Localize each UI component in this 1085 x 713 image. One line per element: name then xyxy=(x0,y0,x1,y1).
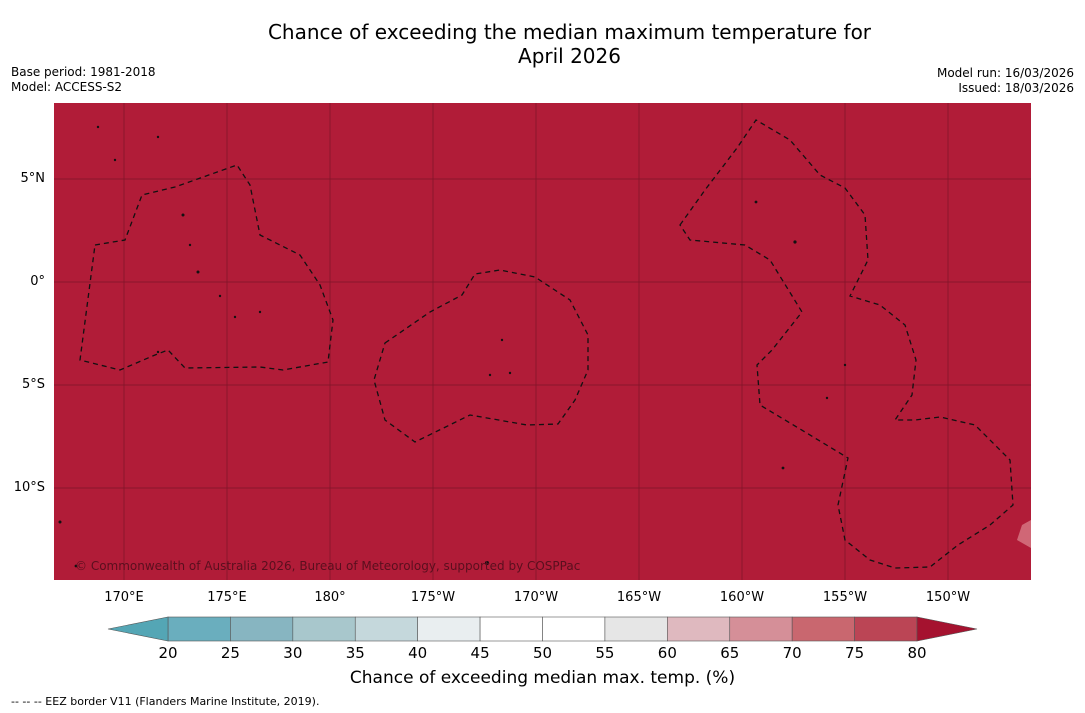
eez-borders xyxy=(79,119,1014,569)
colorbar-segment xyxy=(791,616,855,642)
lon-label-165w: 165°W xyxy=(616,590,662,605)
colorbar-tick-label: 45 xyxy=(470,644,490,662)
lat-label-0: 0° xyxy=(30,274,45,289)
eez-border-kiribati-gilbert xyxy=(79,164,334,371)
colorbar-tick-label: 50 xyxy=(532,644,553,662)
lon-label-175w: 175°W xyxy=(410,590,456,605)
colorbar-tick-label: 30 xyxy=(283,644,303,662)
colorbar-segment xyxy=(854,616,918,642)
colorbar-segment xyxy=(417,616,481,642)
lon-label-155w: 155°W xyxy=(822,590,868,605)
colorbar-tick-label: 60 xyxy=(657,644,677,662)
colorbar-tick-label: 35 xyxy=(345,644,365,662)
graticule xyxy=(54,103,1031,580)
colorbar-label: Chance of exceeding median max. temp. (%… xyxy=(349,668,736,688)
lon-label-160w: 160°W xyxy=(719,590,765,605)
islands xyxy=(58,125,847,568)
colorbar-segment xyxy=(292,616,356,642)
lon-label-180: 180° xyxy=(314,590,346,605)
colorbar-segment xyxy=(230,616,294,642)
colorbar-tick-label: 80 xyxy=(907,644,927,662)
map-area xyxy=(54,103,1031,580)
colorbar-tick-label: 20 xyxy=(158,644,178,662)
issued-date: Issued: 18/03/2026 xyxy=(958,81,1074,95)
colorbar-tick-label: 75 xyxy=(845,644,865,662)
colorbar-segment xyxy=(542,616,606,642)
colorbar-over-arrow xyxy=(916,616,978,642)
colorbar-segment xyxy=(479,616,543,642)
lon-label-170w: 170°W xyxy=(513,590,559,605)
colorbar-segment xyxy=(354,616,418,642)
colorbar xyxy=(107,616,978,642)
lon-label-150w: 150°W xyxy=(925,590,971,605)
lon-label-170e: 170°E xyxy=(104,590,144,605)
chart-title: Chance of exceeding the median maximum t… xyxy=(0,20,1085,68)
model-run: Model run: 16/03/2026 xyxy=(936,66,1074,80)
colorbar-tick-label: 25 xyxy=(220,644,240,662)
base-period: Base period: 1981-2018 xyxy=(11,65,156,79)
eez-legend-note: -- -- -- EEZ border V11 (Flanders Marine… xyxy=(11,695,320,708)
metadata-right: Model run: 16/03/2026 Issued: 18/03/2026 xyxy=(937,66,1074,96)
lat-label-10s: 10°S xyxy=(13,480,45,495)
colorbar-segment xyxy=(167,616,231,642)
cooler-patch xyxy=(1017,520,1031,548)
lon-label-175e: 175°E xyxy=(207,590,247,605)
colorbar-tick-label: 70 xyxy=(782,644,802,662)
colorbar-tick-label: 40 xyxy=(408,644,428,662)
colorbar-tick-label: 65 xyxy=(720,644,740,662)
lat-label-5s: 5°S xyxy=(21,377,45,392)
lat-label-5n: 5°N xyxy=(20,171,46,186)
model-name: Model: ACCESS-S2 xyxy=(11,80,123,94)
eez-border-kiribati-line xyxy=(679,119,1014,569)
colorbar-segment xyxy=(604,616,668,642)
copyright-text: © Commonwealth of Australia 2026, Bureau… xyxy=(75,559,580,573)
title-line-1: Chance of exceeding the median maximum t… xyxy=(267,20,872,44)
metadata-left: Base period: 1981-2018 Model: ACCESS-S2 xyxy=(11,65,156,95)
colorbar-under-arrow xyxy=(107,616,169,642)
colorbar-segment xyxy=(667,616,731,642)
title-line-2: April 2026 xyxy=(518,44,621,68)
eez-border-kiribati-phoenix xyxy=(373,269,589,443)
colorbar-tick-label: 55 xyxy=(595,644,615,662)
colorbar-segment xyxy=(729,616,793,642)
